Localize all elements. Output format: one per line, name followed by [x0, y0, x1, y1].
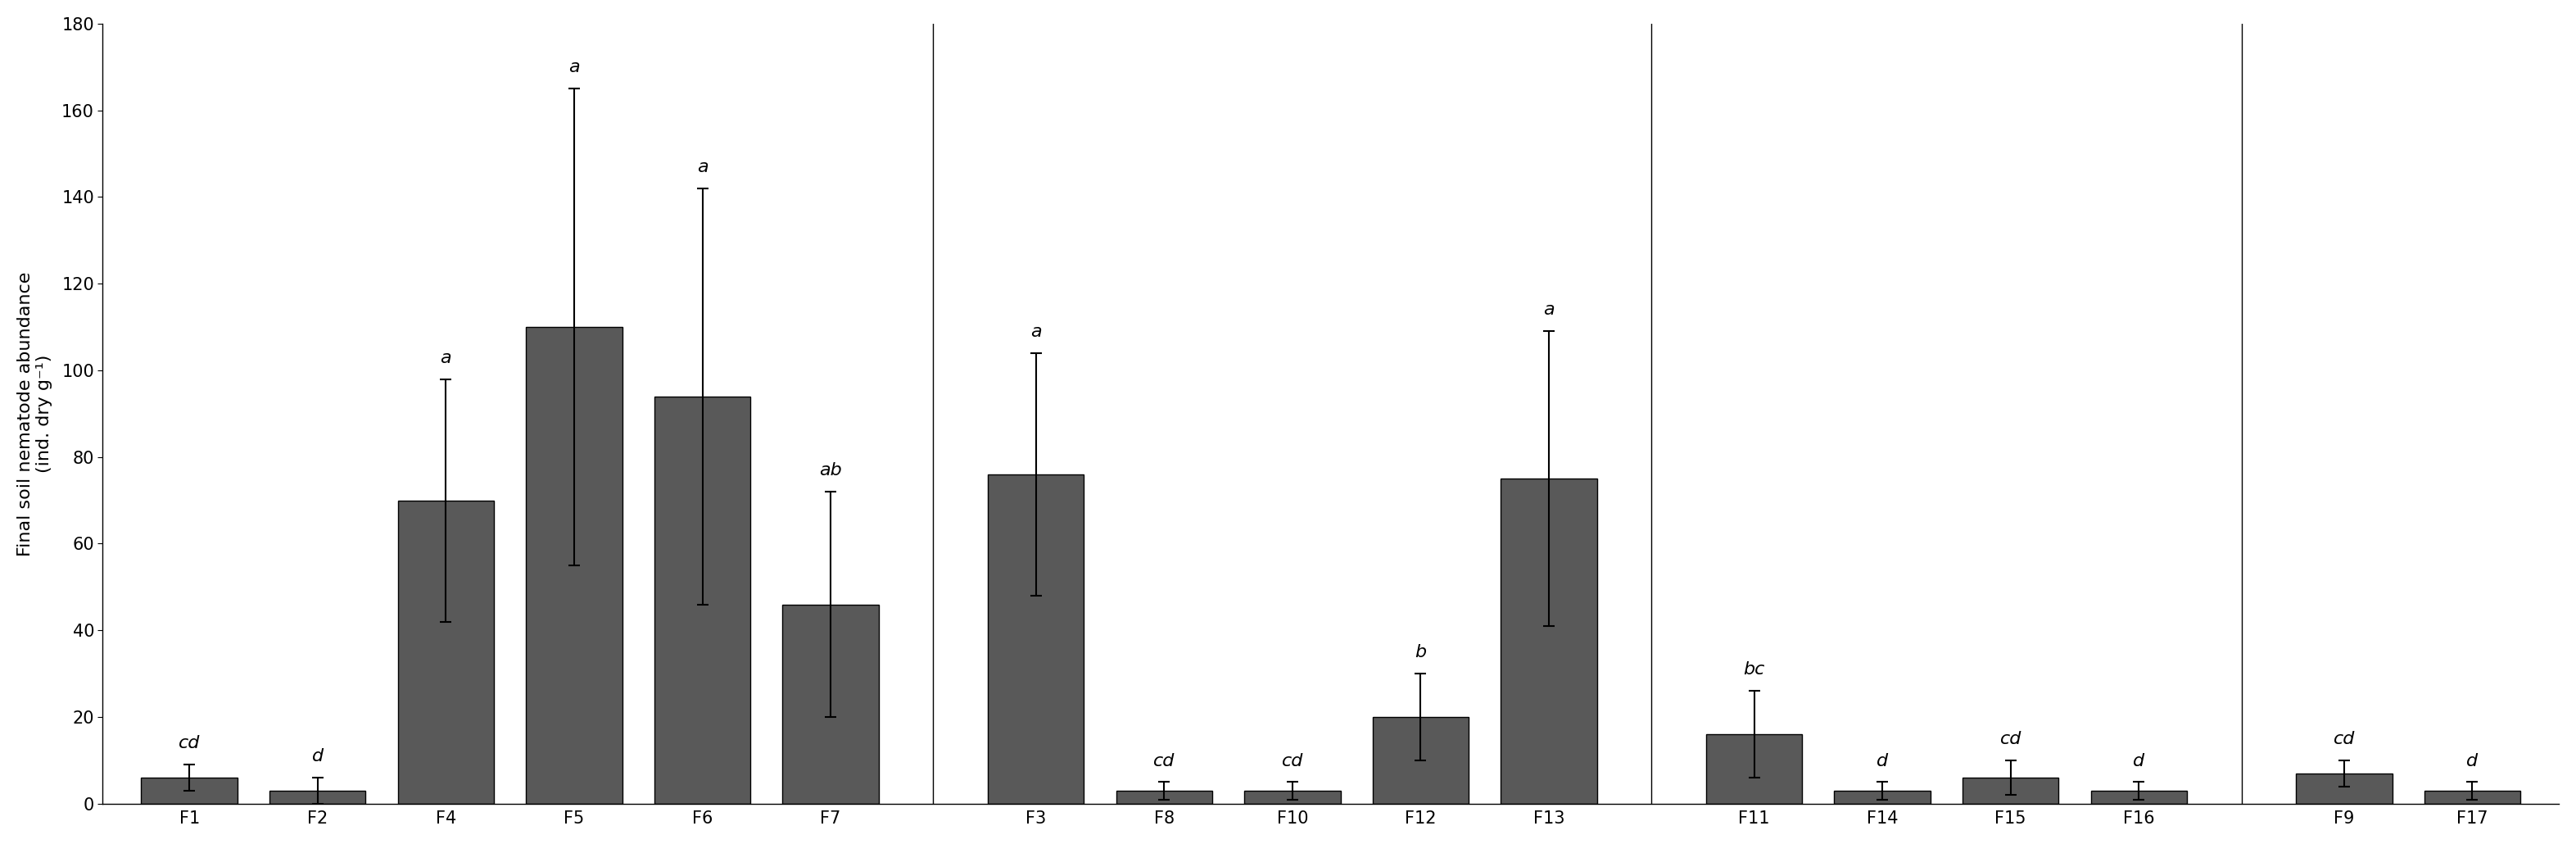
- Bar: [2295, 773, 2393, 803]
- Text: a: a: [696, 159, 708, 176]
- Bar: [783, 604, 878, 803]
- Text: d: d: [2133, 753, 2146, 769]
- Bar: [2092, 791, 2187, 803]
- Text: a: a: [440, 349, 451, 366]
- Bar: [1502, 479, 1597, 803]
- Bar: [1963, 777, 2058, 803]
- Bar: [654, 397, 750, 803]
- Bar: [1705, 734, 1803, 803]
- Text: ab: ab: [819, 463, 842, 479]
- Text: b: b: [1414, 644, 1427, 661]
- Text: cd: cd: [178, 735, 201, 752]
- Bar: [270, 791, 366, 803]
- Text: bc: bc: [1744, 662, 1765, 678]
- Text: d: d: [1875, 753, 1888, 769]
- Y-axis label: Final soil nematode abundance
(ind. dry g⁻¹): Final soil nematode abundance (ind. dry …: [18, 272, 52, 556]
- Text: cd: cd: [1999, 731, 2022, 748]
- Bar: [397, 500, 495, 803]
- Bar: [987, 474, 1084, 803]
- Bar: [2424, 791, 2519, 803]
- Bar: [1834, 791, 1929, 803]
- Text: cd: cd: [1154, 753, 1175, 769]
- Text: d: d: [2468, 753, 2478, 769]
- Bar: [526, 327, 623, 803]
- Text: a: a: [1030, 323, 1041, 340]
- Bar: [1115, 791, 1213, 803]
- Bar: [1244, 791, 1340, 803]
- Text: d: d: [312, 749, 325, 765]
- Text: cd: cd: [1280, 753, 1303, 769]
- Text: a: a: [569, 59, 580, 76]
- Bar: [142, 777, 237, 803]
- Text: cd: cd: [2334, 731, 2354, 748]
- Bar: [1373, 717, 1468, 803]
- Text: a: a: [1543, 302, 1553, 318]
